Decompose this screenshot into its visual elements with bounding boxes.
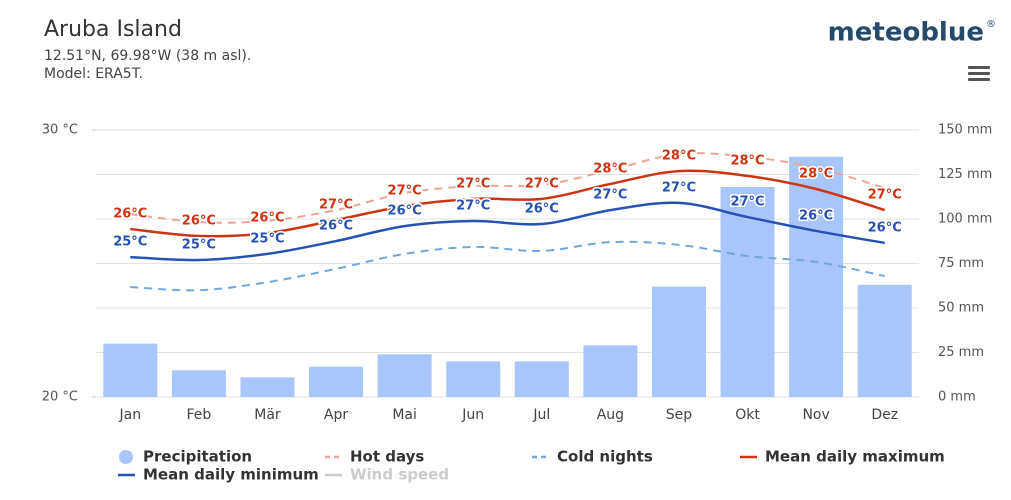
menu-button[interactable] — [968, 66, 990, 81]
data-label: 26°C — [182, 213, 216, 228]
bar — [651, 286, 706, 397]
y2-tick-label: 150 mm — [938, 123, 992, 138]
bar — [103, 343, 158, 397]
line — [130, 169, 886, 238]
data-label: 25°C — [250, 231, 284, 246]
data-label: 25°C — [182, 238, 216, 253]
x-tick-label: Mär — [254, 407, 281, 423]
logo: meteoblue — [828, 18, 984, 48]
legend-item[interactable]: Cold nights — [532, 448, 653, 466]
x-tick-label: Mai — [392, 407, 417, 423]
menu-bar — [968, 72, 990, 75]
x-tick-label: Okt — [735, 407, 760, 423]
menu-bar — [968, 78, 990, 81]
legend-item[interactable]: Wind speed — [325, 466, 449, 484]
y-tick-label: 30 °C — [42, 123, 78, 138]
data-label: 27°C — [662, 180, 696, 195]
data-label: 27°C — [593, 188, 627, 203]
bar — [309, 366, 364, 397]
model: Model: ERA5T. — [44, 66, 143, 82]
data-label: 27°C — [525, 176, 559, 191]
bar — [720, 186, 775, 397]
data-label: 28°C — [730, 153, 764, 168]
y2-tick-label: 75 mm — [938, 256, 984, 271]
data-label: 28°C — [799, 167, 833, 182]
legend-item[interactable]: Hot days — [325, 448, 424, 466]
data-label: 26°C — [250, 211, 284, 226]
bar — [514, 361, 569, 397]
menu-bar — [968, 66, 990, 69]
data-label: 28°C — [662, 149, 696, 164]
y2-tick-label: 125 mm — [938, 167, 992, 182]
bar — [583, 345, 638, 397]
y-tick-label: 20 °C — [42, 390, 78, 405]
title: Aruba Island — [44, 17, 182, 42]
data-label: 27°C — [456, 199, 490, 214]
legend-item[interactable]: Mean daily maximum — [740, 448, 945, 466]
data-label: 26°C — [319, 219, 353, 234]
data-label: 26°C — [113, 207, 147, 222]
y2-tick-label: 25 mm — [938, 345, 984, 360]
data-label: 26°C — [868, 220, 902, 235]
x-tick-label: Feb — [186, 407, 211, 423]
legend-label: Hot days — [350, 448, 424, 466]
y2-tick-label: 0 mm — [938, 390, 976, 405]
y2-tick-label: 100 mm — [938, 212, 992, 227]
line — [130, 201, 885, 262]
y2-tick-label: 50 mm — [938, 301, 984, 316]
line — [130, 240, 885, 292]
data-label: 27°C — [388, 184, 422, 199]
x-tick-label: Apr — [324, 407, 348, 423]
x-tick-label: Jun — [461, 407, 484, 423]
legend-label: Cold nights — [557, 448, 653, 466]
data-label: 26°C — [388, 204, 422, 219]
logo-mark: ® — [986, 19, 996, 30]
coordinates: 12.51°N, 69.98°W (38 m asl). — [44, 48, 251, 64]
line — [130, 152, 885, 224]
x-tick-label: Aug — [597, 407, 624, 423]
data-label: 27°C — [319, 197, 353, 212]
x-tick-label: Jan — [118, 407, 141, 423]
data-label: 26°C — [525, 201, 559, 216]
x-tick-label: Dez — [871, 407, 898, 423]
x-tick-label: Nov — [802, 407, 829, 423]
data-label: 25°C — [113, 235, 147, 250]
bar — [857, 284, 912, 397]
data-label: 27°C — [868, 188, 902, 203]
legend-label: Precipitation — [143, 448, 252, 466]
legend-label: Mean daily minimum — [143, 466, 319, 484]
legend-label: Mean daily maximum — [765, 448, 945, 466]
bar — [171, 370, 226, 397]
legend-label: Wind speed — [350, 466, 449, 484]
legend-item[interactable]: Precipitation — [119, 448, 252, 466]
bar — [240, 377, 295, 397]
data-label: 27°C — [730, 195, 764, 210]
data-label: 26°C — [799, 208, 833, 223]
bar — [789, 156, 844, 397]
bar — [377, 354, 432, 397]
x-tick-label: Sep — [666, 407, 693, 423]
data-label: 27°C — [456, 176, 490, 191]
legend-item[interactable]: Mean daily minimum — [118, 466, 319, 484]
data-label: 28°C — [593, 161, 627, 176]
legend-symbol — [119, 450, 133, 464]
x-tick-label: Jul — [532, 407, 550, 423]
bar — [446, 361, 501, 397]
